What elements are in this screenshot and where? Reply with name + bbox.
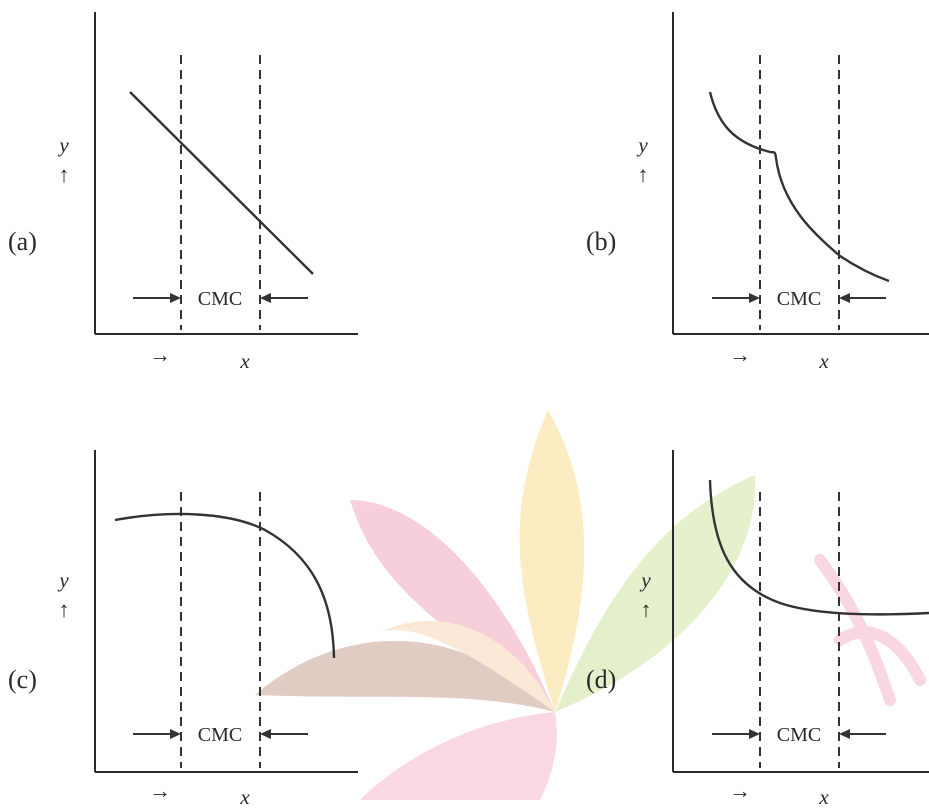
- cmc-label: CMC: [198, 288, 242, 310]
- y-axis-label: y: [639, 568, 651, 592]
- arrow-right-icon: [749, 729, 760, 739]
- x-axis-label: x: [818, 785, 829, 804]
- right-arrow-icon: →: [729, 342, 751, 367]
- arrow-left-icon: [260, 729, 271, 739]
- panel-c: CMC (c) y ↑ → x: [8, 450, 358, 809]
- x-axis-label: x: [239, 349, 250, 373]
- panel-label: (d): [586, 665, 616, 694]
- curve-a: [129, 91, 314, 275]
- arrow-right-icon: [170, 729, 181, 739]
- right-arrow-icon: →: [149, 778, 171, 803]
- curve-c: [114, 512, 336, 659]
- cmc-label: CMC: [777, 724, 821, 746]
- cmc-label: CMC: [198, 724, 242, 746]
- arrow-left-icon: [260, 293, 271, 303]
- arrow-left-icon: [839, 293, 850, 303]
- y-axis-label: y: [636, 133, 648, 157]
- panel-label: (b): [586, 227, 616, 256]
- watermark-logo: [255, 410, 926, 800]
- panel-d: CMC (d) y ↑ → x: [586, 450, 929, 809]
- curve-d: [708, 479, 929, 616]
- curve-b: [708, 91, 890, 283]
- up-arrow-icon: ↑: [59, 162, 70, 187]
- panel-a: CMC (a) y ↑ → x: [8, 12, 358, 373]
- y-axis-label: y: [57, 133, 69, 157]
- arrow-right-icon: [170, 293, 181, 303]
- up-arrow-icon: ↑: [638, 162, 649, 187]
- right-arrow-icon: →: [729, 778, 751, 803]
- panel-label: (a): [8, 227, 37, 256]
- right-arrow-icon: →: [149, 342, 171, 367]
- x-axis-label: x: [818, 349, 829, 373]
- panel-b: CMC (b) y ↑ → x: [586, 12, 929, 373]
- up-arrow-icon: ↑: [59, 597, 70, 622]
- panel-label: (c): [8, 665, 37, 694]
- y-axis-label: y: [57, 568, 69, 592]
- arrow-left-icon: [839, 729, 850, 739]
- arrow-right-icon: [749, 293, 760, 303]
- x-axis-label: x: [239, 785, 250, 804]
- cmc-label: CMC: [777, 288, 821, 310]
- up-arrow-icon: ↑: [641, 597, 652, 622]
